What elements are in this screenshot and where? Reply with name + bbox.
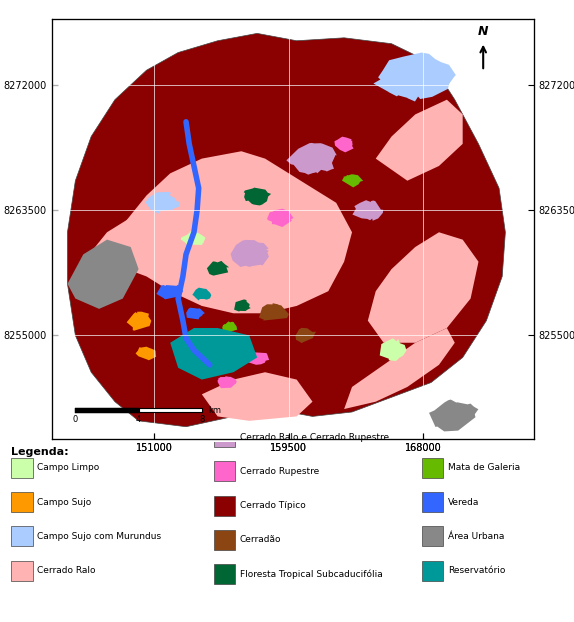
Bar (11, 526, 33, 546)
Polygon shape (202, 372, 312, 421)
Polygon shape (68, 239, 138, 309)
Polygon shape (218, 376, 237, 388)
Text: 8: 8 (199, 415, 204, 424)
Polygon shape (207, 261, 229, 276)
Bar (422, 458, 443, 478)
Polygon shape (296, 328, 316, 343)
Polygon shape (222, 322, 237, 333)
Text: Floresta Tropical Subcaducifólia: Floresta Tropical Subcaducifólia (240, 570, 382, 579)
Text: km: km (208, 406, 221, 415)
Polygon shape (234, 299, 251, 312)
Bar (11, 560, 33, 580)
Polygon shape (429, 399, 478, 432)
Polygon shape (352, 200, 383, 221)
Text: 4: 4 (136, 415, 141, 424)
Bar (214, 427, 235, 447)
Text: Reservatório: Reservatório (448, 566, 505, 575)
Bar (11, 492, 33, 512)
Polygon shape (342, 174, 363, 187)
Text: Área Urbana: Área Urbana (448, 532, 504, 541)
Polygon shape (107, 151, 352, 313)
Polygon shape (192, 287, 211, 300)
Polygon shape (135, 346, 156, 360)
Text: Mata de Galeria: Mata de Galeria (448, 463, 520, 472)
Bar (422, 492, 443, 512)
Bar (422, 526, 443, 546)
Text: Campo Limpo: Campo Limpo (37, 463, 99, 472)
Text: Cerrado Rupestre: Cerrado Rupestre (240, 467, 319, 476)
Bar (11, 458, 33, 478)
Text: Vereda: Vereda (448, 498, 479, 506)
Polygon shape (245, 352, 269, 365)
Polygon shape (170, 328, 257, 379)
Polygon shape (145, 192, 180, 214)
Text: Legenda:: Legenda: (11, 447, 69, 457)
Polygon shape (68, 34, 505, 427)
Polygon shape (231, 240, 269, 267)
Polygon shape (267, 209, 293, 227)
Polygon shape (286, 143, 337, 175)
Polygon shape (380, 338, 406, 361)
Polygon shape (244, 188, 271, 205)
Polygon shape (259, 304, 289, 320)
Text: Campo Sujo com Murundus: Campo Sujo com Murundus (37, 532, 161, 541)
Polygon shape (373, 53, 456, 101)
Text: Campo Sujo: Campo Sujo (37, 498, 91, 506)
Text: N: N (478, 24, 488, 37)
Bar (214, 530, 235, 550)
Text: Cerrado Ralo: Cerrado Ralo (37, 566, 96, 575)
Bar (214, 496, 235, 516)
Text: Cerrado Típico: Cerrado Típico (240, 501, 305, 510)
Text: Cerrado Ralo e Cerrado Rupestre: Cerrado Ralo e Cerrado Rupestre (240, 433, 389, 442)
Polygon shape (127, 312, 152, 331)
Polygon shape (186, 308, 205, 320)
Polygon shape (335, 137, 354, 152)
Polygon shape (368, 232, 479, 343)
Polygon shape (157, 285, 183, 299)
Polygon shape (376, 100, 463, 181)
Polygon shape (83, 218, 146, 276)
Polygon shape (344, 328, 455, 409)
Bar (214, 564, 235, 584)
Bar (422, 560, 443, 580)
Bar (214, 462, 235, 481)
Polygon shape (181, 231, 205, 245)
Text: Cerradão: Cerradão (240, 536, 281, 544)
Text: 0: 0 (73, 415, 78, 424)
